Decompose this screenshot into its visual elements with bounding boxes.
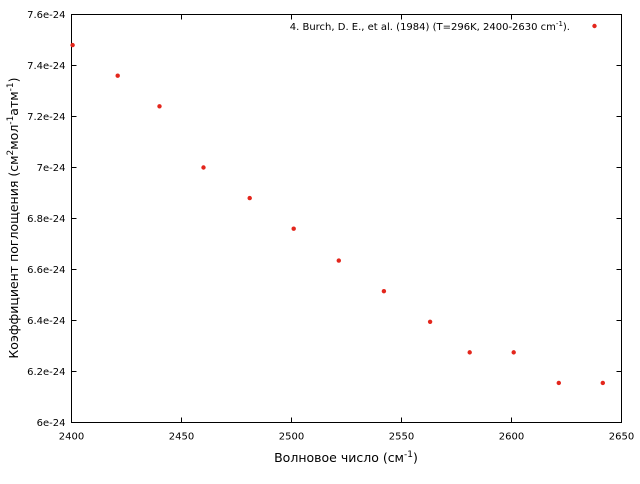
y-tick-label: 7.2e-24 (27, 112, 65, 123)
y-axis-title-main: Коэффициент поглощения (см (6, 155, 21, 358)
x-tick-label: 2600 (499, 432, 524, 443)
x-tick-label: 2450 (169, 432, 194, 443)
legend-label-end: ). (563, 22, 570, 33)
legend: 4. Burch, D. E., et al. (1984) (T=296K, … (290, 20, 597, 33)
x-axis-title-end: ) (413, 450, 418, 465)
y-axis-title-mid2: атм (6, 91, 21, 115)
plot-frame (71, 14, 622, 423)
x-axis-title: Волновое число (см-1) (274, 450, 418, 465)
data-point (467, 350, 472, 355)
y-tick-label: 7.6e-24 (27, 10, 65, 21)
x-tick-label: 2650 (609, 432, 634, 443)
x-tick-label: 2400 (59, 432, 84, 443)
points-layer (70, 42, 605, 386)
y-axis-title-mid1: мол (6, 125, 21, 150)
data-point (157, 104, 162, 109)
data-point (511, 350, 516, 355)
y-tick-label: 6.4e-24 (27, 316, 65, 327)
legend-label: 4. Burch, D. E., et al. (1984) (T=296K, … (290, 20, 570, 33)
y-tick-label: 7e-24 (37, 163, 66, 174)
x-tick-label: 2500 (279, 432, 304, 443)
x-axis-title-sup: -1 (404, 450, 413, 460)
ticks-layer: 2400 2450 2500 2550 2600 2650 6e-24 6.2e-24 6.4e… (27, 10, 634, 443)
data-point (556, 380, 561, 386)
legend-label-main: 4. Burch, D. E., et al. (1984) (T=296K, … (290, 22, 556, 33)
data-point (70, 42, 75, 48)
y-axis-title: Коэффициент поглощения (см2мол-1атм-1) (6, 77, 21, 358)
legend-label-sup: -1 (556, 20, 563, 28)
data-point (291, 226, 296, 231)
y-tick-label: 6.2e-24 (27, 367, 65, 378)
y-tick-label: 6.8e-24 (27, 214, 65, 225)
y-axis-title-sup3: -1 (6, 82, 16, 91)
y-tick-label: 6e-24 (37, 418, 66, 429)
y-axis-title-end: ) (6, 77, 21, 82)
data-point (381, 288, 387, 294)
data-point (247, 195, 252, 201)
y-axis-title-sup1: 2 (6, 150, 16, 156)
data-point (201, 165, 206, 170)
y-tick-label: 6.6e-24 (27, 265, 65, 276)
data-point (427, 319, 433, 324)
y-tick-label: 7.4e-24 (27, 61, 65, 72)
y-axis-title-sup2: -1 (6, 116, 16, 125)
x-axis-title-main: Волновое число (см (274, 450, 404, 465)
data-point (336, 258, 341, 263)
data-point (600, 380, 605, 386)
data-point (115, 73, 120, 78)
legend-marker (592, 23, 597, 29)
x-tick-label: 2550 (389, 432, 414, 443)
